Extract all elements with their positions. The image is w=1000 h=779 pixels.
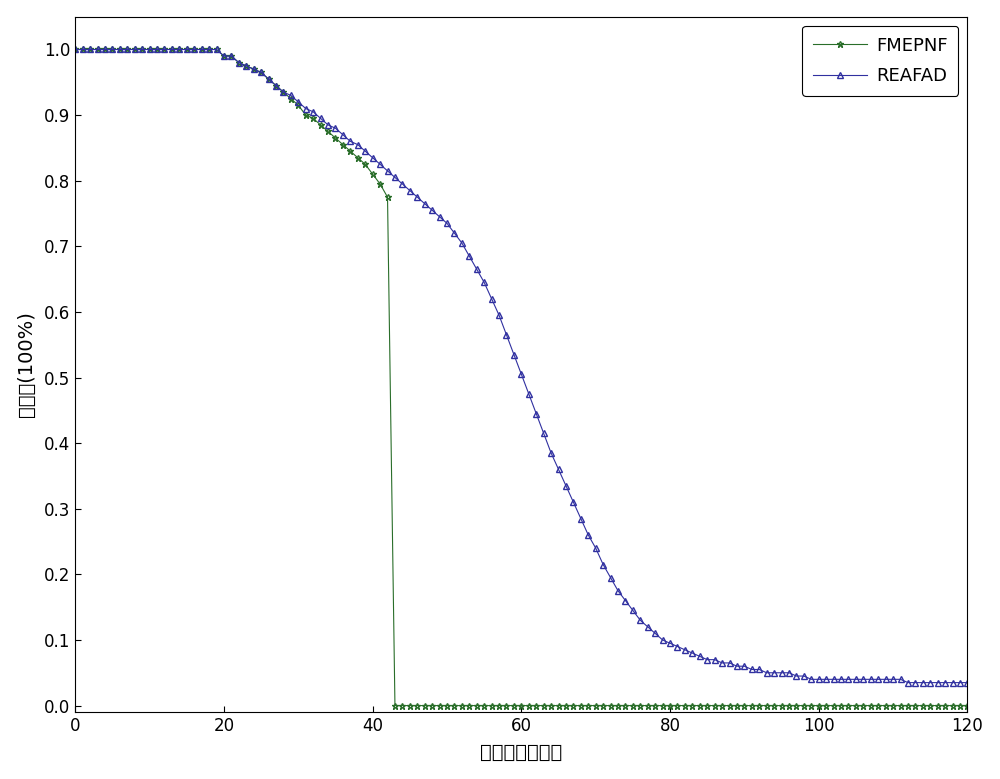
REAFAD	[671, 642, 683, 651]
REAFAD	[277, 87, 289, 97]
REAFAD	[627, 606, 639, 615]
Legend: FMEPNF, REAFAD: FMEPNF, REAFAD	[802, 26, 958, 96]
REAFAD	[158, 45, 170, 55]
X-axis label: 迭代次数（次）: 迭代次数（次）	[480, 743, 562, 763]
FMEPNF	[634, 701, 646, 710]
REAFAD	[448, 228, 460, 238]
REAFAD	[69, 45, 81, 55]
FMEPNF	[456, 701, 468, 710]
FMEPNF	[69, 45, 81, 55]
FMEPNF	[961, 701, 973, 710]
Y-axis label: 成功率(100%): 成功率(100%)	[17, 312, 36, 418]
REAFAD	[909, 678, 921, 687]
FMEPNF	[679, 701, 691, 710]
REAFAD	[902, 678, 914, 687]
FMEPNF	[158, 45, 170, 55]
Line: REAFAD: REAFAD	[72, 46, 971, 686]
Line: FMEPNF: FMEPNF	[72, 46, 971, 709]
REAFAD	[961, 678, 973, 687]
FMEPNF	[277, 87, 289, 97]
FMEPNF	[909, 701, 921, 710]
FMEPNF	[389, 701, 401, 710]
